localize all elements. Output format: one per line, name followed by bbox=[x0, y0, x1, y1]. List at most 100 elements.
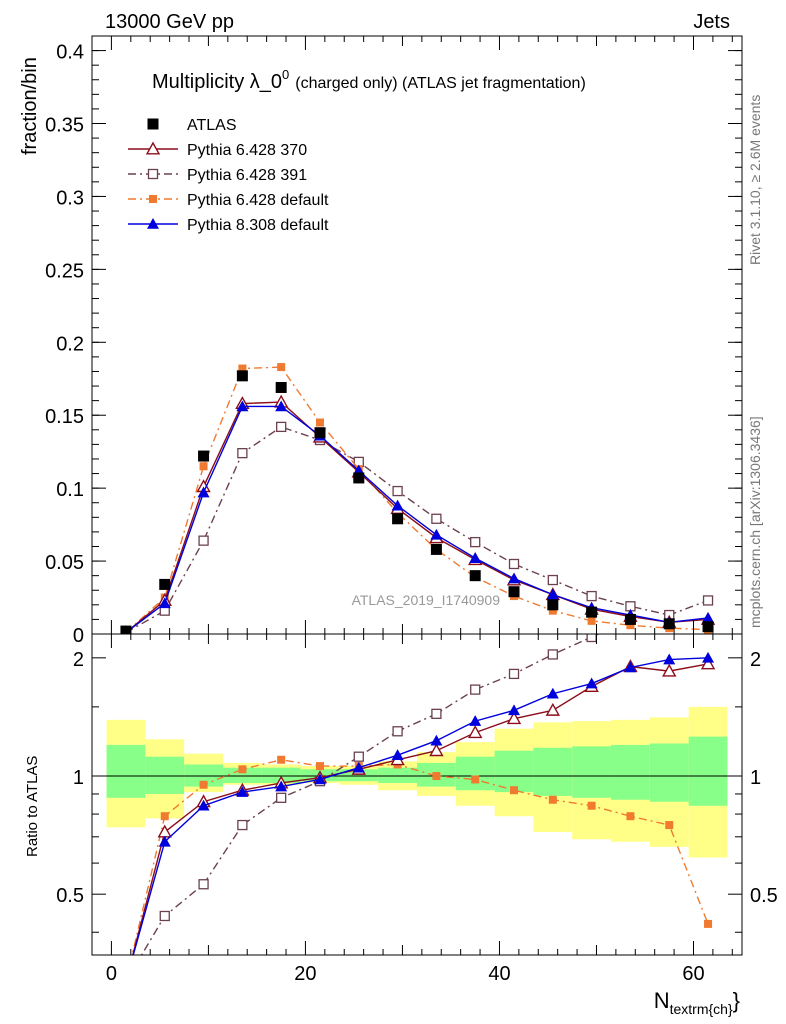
ratio-point bbox=[277, 755, 286, 764]
x-tick-label: 0 bbox=[106, 963, 117, 985]
main-axes: 0 0.05 0.1 0.15 0.2 0.25 0.3 0.35 0.4 bbox=[45, 35, 742, 647]
ratio-point bbox=[236, 786, 249, 797]
data-point bbox=[702, 621, 714, 633]
ratio-band-inner bbox=[572, 746, 612, 798]
data-point bbox=[315, 418, 324, 427]
x-axis-label: Ntextrm{ch}} bbox=[654, 988, 740, 1017]
ratio-tick-label-right: 1 bbox=[750, 767, 761, 789]
ratio-point bbox=[313, 773, 326, 785]
ratio-point bbox=[546, 687, 559, 699]
mcplots-label: mcplots.cern.ch [arXiv:1306.3436] bbox=[747, 416, 763, 628]
header-left: 13000 GeV pp bbox=[105, 11, 234, 33]
ratio-point bbox=[508, 704, 521, 716]
ratio-tick-label-right: 0.5 bbox=[750, 885, 778, 907]
ratio-point bbox=[237, 819, 248, 831]
data-point bbox=[702, 595, 714, 606]
ratio-point bbox=[275, 780, 288, 792]
legend-item: Pythia 6.428 default bbox=[128, 192, 329, 209]
data-point bbox=[430, 528, 443, 540]
data-point bbox=[547, 574, 558, 586]
data-point bbox=[508, 586, 520, 598]
legend-marker bbox=[149, 195, 157, 203]
legend-marker bbox=[147, 218, 159, 229]
ratio-frame bbox=[91, 633, 743, 956]
data-point bbox=[275, 382, 287, 394]
ratio-point bbox=[468, 725, 483, 739]
ratio-point bbox=[315, 762, 324, 771]
x-label-main: N bbox=[654, 988, 670, 1013]
main-title-suffix: (charged only) (ATLAS jet fragmentation) bbox=[295, 75, 586, 92]
data-point bbox=[391, 499, 404, 511]
ratio-point bbox=[429, 743, 444, 757]
ratio-point bbox=[391, 749, 404, 760]
data-point bbox=[548, 606, 557, 615]
ratio-tick-label-left: 2 bbox=[73, 649, 84, 671]
x-tick-label: 60 bbox=[682, 963, 704, 985]
data-point bbox=[237, 447, 248, 459]
data-point bbox=[353, 472, 365, 484]
data-point bbox=[508, 558, 520, 570]
data-point bbox=[624, 613, 636, 625]
ratio-point bbox=[120, 975, 132, 986]
ratio-point bbox=[431, 708, 442, 719]
ratio-tick-label-left: 1 bbox=[73, 767, 84, 789]
ratio-line bbox=[132, 657, 709, 955]
ratio-band-inner bbox=[649, 743, 689, 802]
data-point bbox=[120, 625, 132, 634]
ratio-point bbox=[392, 726, 403, 737]
ratio-point bbox=[624, 661, 637, 673]
data-point bbox=[586, 606, 598, 618]
y-tick-label: 0.15 bbox=[45, 406, 84, 428]
main-title-text: Multiplicity λ_0 bbox=[152, 71, 282, 93]
x-tick-label: 40 bbox=[488, 963, 510, 985]
ratio-point bbox=[548, 795, 557, 804]
ratio-point bbox=[663, 653, 676, 665]
ratio-line bbox=[132, 663, 709, 955]
analysis-id: ATLAS_2019_I1740909 bbox=[352, 592, 501, 608]
main-title-sup: 0 bbox=[282, 67, 289, 82]
ratio-point bbox=[662, 663, 677, 677]
ratio-point bbox=[160, 812, 169, 821]
main-title: Multiplicity λ_00 (charged only) (ATLAS j… bbox=[152, 67, 586, 93]
legend: ATLAS Pythia 6.428 370 Pythia 6.428 391 Pyt… bbox=[128, 117, 329, 234]
ratio-ylabel: Ratio to ATLAS bbox=[24, 756, 41, 857]
ratio-point bbox=[352, 761, 365, 773]
ratio-point bbox=[121, 977, 130, 986]
ratio-band-inner bbox=[494, 750, 534, 793]
legend-label: Pythia 8.308 default bbox=[187, 217, 329, 234]
data-point bbox=[508, 572, 521, 584]
data-point bbox=[586, 590, 597, 602]
legend-item: ATLAS bbox=[147, 117, 237, 134]
ratio-point bbox=[587, 801, 596, 810]
y-tick-label: 0.2 bbox=[56, 333, 84, 355]
ratio-band-inner bbox=[339, 769, 379, 782]
ratio-point bbox=[471, 775, 480, 784]
series-line bbox=[125, 405, 709, 634]
data-point bbox=[469, 552, 482, 563]
data-point bbox=[314, 427, 326, 439]
ratio-line bbox=[131, 759, 709, 955]
data-point bbox=[547, 599, 559, 611]
ratio-point bbox=[626, 812, 635, 821]
ratio-band-inner bbox=[222, 767, 262, 783]
ratio-point bbox=[704, 919, 713, 928]
data-point bbox=[197, 486, 210, 498]
y-tick-label: 0.4 bbox=[56, 42, 84, 64]
ratio-tick-label-right: 2 bbox=[750, 649, 761, 671]
ratio-band-inner bbox=[688, 736, 728, 806]
ratio-point bbox=[430, 734, 443, 746]
main-ylabel: fraction/bin bbox=[19, 57, 41, 155]
data-point bbox=[626, 621, 635, 630]
data-point bbox=[546, 588, 559, 600]
ratio-point bbox=[276, 792, 287, 803]
ratio-point bbox=[159, 910, 170, 922]
ratio-band-inner bbox=[611, 744, 650, 800]
ratio-point bbox=[238, 765, 247, 774]
y-tick-label: 0.05 bbox=[45, 552, 84, 574]
legend-item: Pythia 8.308 default bbox=[128, 217, 329, 234]
legend-marker bbox=[147, 168, 159, 180]
ratio-series-group bbox=[120, 634, 716, 986]
ratio-point bbox=[197, 799, 210, 811]
data-point bbox=[198, 450, 210, 462]
